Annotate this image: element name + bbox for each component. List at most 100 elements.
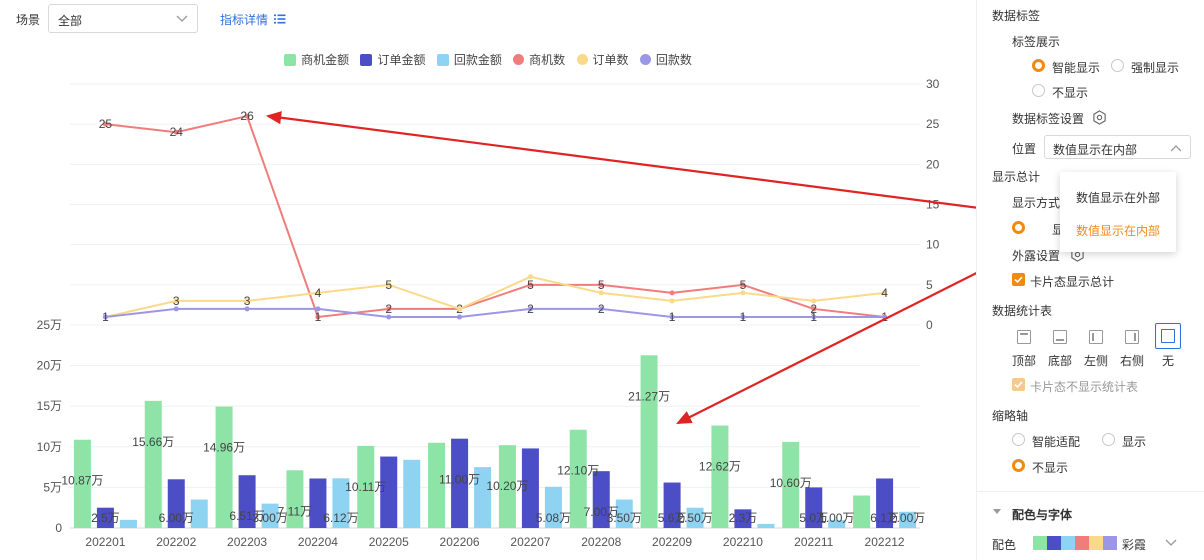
legend-label: 回款数 (655, 53, 692, 67)
bar-data-label: 2.3万 (729, 511, 758, 525)
legend-label: 商机数 (529, 53, 566, 67)
line-data-label: 24 (170, 125, 184, 139)
stat-top-icon[interactable] (1017, 330, 1031, 344)
bar-data-label: 15.66万 (132, 435, 174, 449)
bar (734, 509, 752, 528)
radio-hide-display[interactable] (1032, 84, 1045, 97)
caret-down-icon[interactable] (993, 509, 1001, 515)
line-axis-tick-label: 25 (926, 117, 940, 131)
color-font-title[interactable]: 配色与字体 (1012, 508, 1073, 522)
legend-item-4[interactable]: 订单数 (576, 51, 629, 68)
line-point (173, 306, 179, 312)
bar-data-label: 5.08万 (536, 511, 571, 525)
bar-data-label: 10.60万 (770, 476, 812, 490)
legend-label: 回款金额 (453, 53, 502, 67)
line-point (315, 290, 321, 296)
line-point (173, 298, 179, 304)
legend-item-0[interactable]: 商机金额 (284, 51, 349, 68)
line-data-label: 25 (99, 117, 113, 131)
bar (498, 445, 516, 528)
x-tick-label: 202207 (510, 535, 550, 549)
bar (899, 511, 917, 528)
radio-thumb-hide-label: 不显示 (1032, 461, 1069, 475)
bar (663, 482, 681, 528)
bar (357, 445, 375, 528)
scene-label: 场景 (16, 13, 41, 27)
check-icon (1014, 381, 1023, 389)
stat-none-button[interactable] (1155, 323, 1181, 349)
radio-hide-display-label: 不显示 (1052, 86, 1089, 100)
line-axis-tick-label: 0 (926, 318, 933, 332)
stat-bottom-icon[interactable] (1053, 330, 1067, 344)
line-point (244, 306, 250, 312)
stat-bottom-label: 底部 (1048, 354, 1073, 368)
panel-divider (976, 0, 977, 560)
line-point (811, 298, 817, 304)
metric-detail-link[interactable]: 指标详情 (220, 11, 287, 28)
palette-name: 彩霞 (1122, 538, 1147, 552)
bar (686, 507, 704, 528)
radio-smart-display[interactable] (1032, 59, 1045, 72)
radio-thumb-hide[interactable] (1012, 459, 1025, 472)
checkbox-card-no-stat[interactable] (1012, 378, 1025, 391)
checkbox-card-show-total[interactable] (1012, 273, 1025, 286)
bar (119, 519, 137, 528)
bar-axis-tick-label: 25万 (37, 318, 62, 332)
radio-force-display[interactable] (1111, 59, 1124, 72)
chevron-down-icon (176, 15, 188, 22)
legend-item-1[interactable]: 订单金额 (360, 51, 425, 68)
stat-none-icon (1161, 329, 1175, 343)
position-select[interactable]: 数值显示在内部 (1044, 135, 1191, 159)
thumb-axis-title: 缩略轴 (992, 409, 1029, 423)
x-tick-label: 202204 (298, 535, 338, 549)
dropdown-option-outside[interactable]: 数值显示在外部 (1076, 191, 1161, 205)
position-label: 位置 (1012, 142, 1037, 156)
chevron-down-icon[interactable] (1165, 539, 1177, 547)
radio-thumb-show[interactable] (1102, 433, 1115, 446)
palette-swatches[interactable] (1033, 536, 1117, 550)
legend-item-3[interactable]: 商机数 (513, 51, 565, 68)
bar-data-label: 2.5万 (91, 511, 120, 525)
stat-left-icon[interactable] (1089, 330, 1103, 344)
scene-select[interactable]: 全部 (48, 4, 198, 33)
settings-icon[interactable] (1092, 110, 1107, 125)
chevron-up-icon (1170, 145, 1182, 152)
bar (380, 456, 398, 528)
line-data-label: 3 (173, 294, 180, 308)
line-point (669, 290, 675, 296)
legend-label: 订单数 (592, 53, 629, 67)
line-point (527, 282, 533, 288)
x-tick-label: 202206 (440, 535, 480, 549)
bar-data-label: 10.20万 (486, 479, 528, 493)
bar (286, 470, 304, 528)
bar (96, 507, 114, 528)
show-total-title: 显示总计 (992, 170, 1041, 184)
stat-table-title: 数据统计表 (992, 304, 1053, 318)
legend-item-2[interactable]: 回款金额 (436, 51, 502, 68)
legend-item-5[interactable]: 回款数 (639, 51, 692, 68)
line-point (598, 282, 604, 288)
radio-display-mode[interactable] (1012, 221, 1025, 234)
bar-data-label: 2.50万 (677, 511, 712, 525)
dropdown-option-inside[interactable]: 数值显示在内部 (1076, 224, 1161, 238)
bar (757, 523, 775, 528)
bar (144, 400, 162, 528)
bar-data-label: 1.00万 (819, 511, 854, 525)
line-axis-tick-label: 5 (926, 278, 933, 292)
stat-left-label: 左侧 (1084, 354, 1109, 368)
list-icon (274, 14, 286, 24)
series-line (105, 307, 885, 318)
metric-detail-label: 指标详情 (220, 13, 269, 27)
line-data-label: 5 (740, 278, 747, 292)
bar-data-label: 11.00万 (439, 473, 480, 487)
line-data-label: 3 (244, 294, 251, 308)
bar (876, 478, 894, 528)
bar (451, 438, 469, 528)
bar (805, 487, 823, 528)
bar-axis-tick-label: 0 (55, 521, 62, 535)
stat-right-icon[interactable] (1125, 330, 1139, 344)
bar (474, 467, 492, 528)
bar (828, 519, 846, 528)
radio-thumb-smart[interactable] (1012, 433, 1025, 446)
bar (403, 459, 421, 528)
